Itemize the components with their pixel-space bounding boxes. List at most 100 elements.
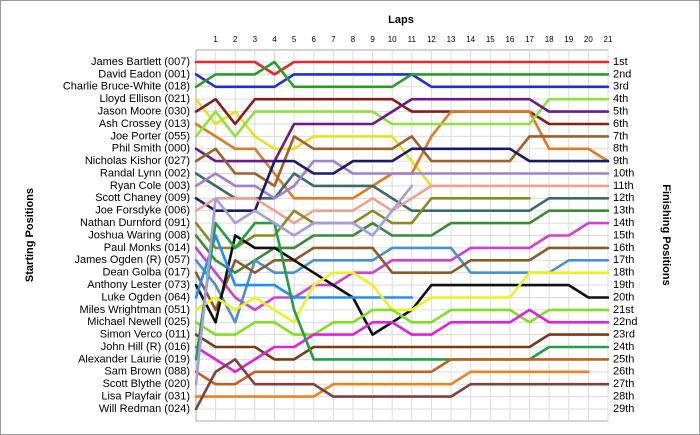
start-label: Joe Porter (055) — [111, 130, 190, 142]
finish-label: 18th — [613, 267, 634, 279]
finish-label: 13th — [613, 205, 634, 217]
finish-label: 10th — [613, 167, 634, 179]
driver-line — [194, 135, 610, 188]
driver-line — [194, 97, 610, 138]
driver-line — [194, 370, 590, 398]
start-label: Sam Brown (088) — [104, 366, 190, 378]
finish-label: 25th — [613, 353, 634, 365]
finish-label: 6th — [613, 118, 628, 130]
driver-line — [194, 73, 610, 89]
driver-line — [194, 159, 610, 200]
finish-label: 15th — [613, 229, 634, 241]
x-tick-label: 3 — [253, 35, 258, 44]
start-label: Anthony Lester (073) — [87, 279, 190, 291]
start-label: Scott Blythe (020) — [103, 378, 190, 390]
finish-label: 2nd — [613, 68, 631, 80]
start-label: Michael Newell (025) — [87, 316, 190, 328]
finish-label: 23rd — [613, 329, 635, 341]
start-label: Joe Forsdyke (006) — [95, 205, 190, 217]
x-tick-label: 13 — [447, 35, 456, 44]
finish-label: 26th — [613, 366, 634, 378]
driver-line — [194, 209, 610, 274]
finish-label: 5th — [613, 105, 628, 117]
start-label: John Hill (R) (016) — [101, 341, 190, 353]
driver-line — [194, 184, 610, 225]
x-tick-label: 21 — [604, 35, 613, 44]
start-label: Alexander Laurie (019) — [78, 353, 190, 365]
finish-label: 22nd — [613, 316, 637, 328]
start-label: Charlie Bruce-White (018) — [63, 81, 190, 93]
finish-label: 20th — [613, 291, 634, 303]
x-tick-label: 5 — [292, 35, 297, 44]
finish-label: 24th — [613, 341, 634, 353]
x-tick-label: 1 — [213, 35, 218, 44]
finish-label: 16th — [613, 242, 634, 254]
finish-label: 12th — [613, 192, 634, 204]
finish-label: 17th — [613, 254, 634, 266]
start-label: Randal Lynn (002) — [100, 167, 190, 179]
start-label: Lloyd Ellison (021) — [100, 93, 191, 105]
finish-label: 28th — [613, 391, 634, 403]
driver-line — [194, 97, 433, 188]
driver-line — [194, 221, 610, 361]
chart-title: Laps — [388, 14, 414, 26]
finish-label: 21st — [613, 304, 634, 316]
start-label: Nathan Durnford (091) — [80, 217, 190, 229]
driver-line — [194, 246, 610, 312]
finish-label: 7th — [613, 130, 628, 142]
start-label: Ash Crossey (013) — [99, 118, 190, 130]
start-label: Miles Wrightman (051) — [80, 304, 190, 316]
start-label: Paul Monks (014) — [104, 242, 190, 254]
driver-line — [194, 197, 531, 250]
x-tick-label: 17 — [525, 35, 534, 44]
driver-line — [194, 358, 610, 411]
finish-label: 11th — [613, 180, 634, 192]
x-tick-label: 10 — [388, 35, 397, 44]
x-tick-label: 14 — [466, 35, 475, 44]
x-tick-label: 6 — [311, 35, 316, 44]
x-tick-label: 20 — [584, 35, 593, 44]
start-label: Phil Smith (000) — [112, 143, 190, 155]
start-label: Simon Verco (011) — [100, 329, 190, 341]
driver-line — [194, 271, 610, 324]
finish-label: 3rd — [613, 81, 629, 93]
x-tick-label: 15 — [486, 35, 495, 44]
driver-line — [194, 147, 610, 212]
start-label: Jason Moore (030) — [98, 105, 190, 117]
y-label-left: Starting Positions — [24, 188, 36, 282]
finish-label: 14th — [613, 217, 634, 229]
finish-label: 8th — [613, 143, 628, 155]
y-label-right: Finishing Positions — [660, 184, 672, 285]
finish-label: 27th — [613, 378, 634, 390]
finish-label: 1st — [613, 56, 628, 68]
driver-line — [194, 184, 414, 386]
start-label: James Bartlett (007) — [91, 56, 190, 68]
finish-label: 9th — [613, 155, 628, 167]
x-tick-label: 16 — [505, 35, 514, 44]
x-tick-label: 12 — [427, 35, 436, 44]
finish-label: 4th — [613, 93, 628, 105]
start-label: Scott Chaney (009) — [95, 192, 190, 204]
x-tick-label: 18 — [545, 35, 554, 44]
finish-label: 29th — [613, 403, 634, 415]
driver-line — [194, 308, 610, 374]
start-label: David Eadon (001) — [98, 68, 190, 80]
finish-label: 19th — [613, 279, 634, 291]
start-label: Dean Golba (017) — [103, 267, 190, 279]
start-label: Nicholas Kishor (027) — [85, 155, 190, 167]
start-label: Ryan Cole (003) — [110, 180, 190, 192]
start-label: Joshua Waring (008) — [88, 229, 190, 241]
x-tick-label: 7 — [331, 35, 336, 44]
start-label: James Ogden (R) (057) — [74, 254, 190, 266]
x-tick-label: 8 — [351, 35, 356, 44]
x-tick-label: 11 — [408, 35, 417, 44]
start-label: Will Redman (024) — [99, 403, 190, 415]
driver-line — [194, 358, 610, 386]
x-tick-label: 19 — [564, 35, 573, 44]
driver-line — [194, 60, 610, 89]
start-label: Lisa Playfair (031) — [101, 391, 190, 403]
driver-line — [194, 234, 414, 299]
driver-line — [194, 97, 610, 163]
